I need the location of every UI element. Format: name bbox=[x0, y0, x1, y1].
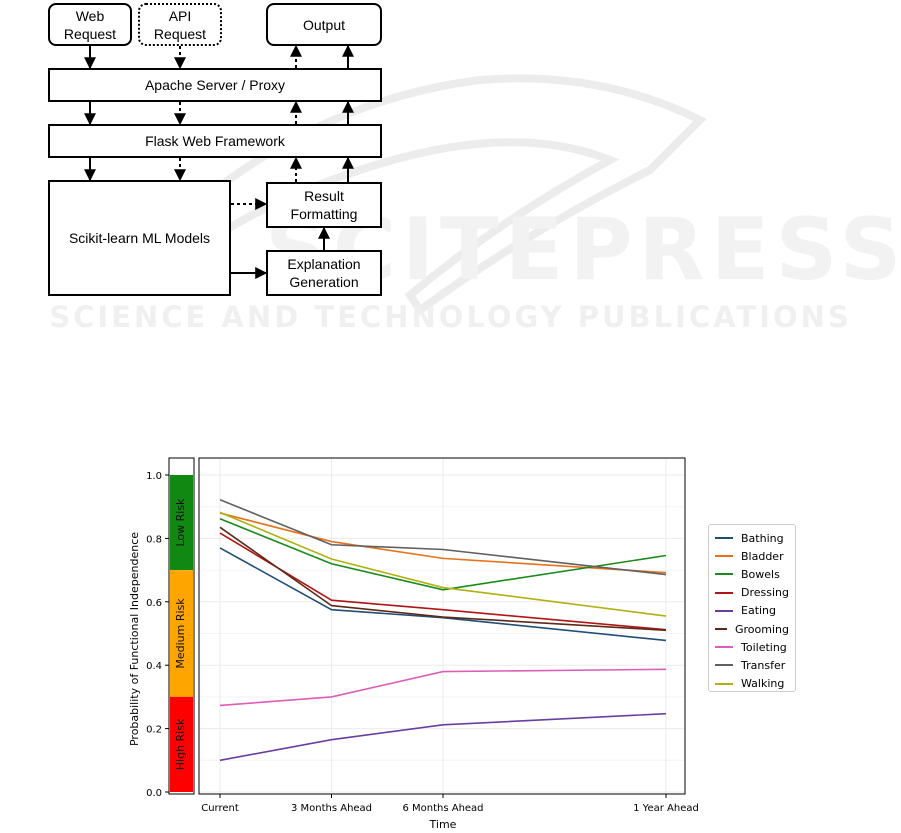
legend-item-eating: Eating bbox=[715, 602, 789, 620]
risk-band-2 bbox=[170, 696, 193, 792]
legend-item-dressing: Dressing bbox=[715, 584, 789, 602]
legend-item-toileting: Toileting bbox=[715, 638, 789, 656]
y-tick-label: 1.0 bbox=[146, 471, 162, 482]
flask-framework-box: Flask Web Framework bbox=[48, 124, 382, 158]
web-request-box: Web Request bbox=[48, 3, 132, 46]
series-line-bowels bbox=[219, 518, 667, 591]
risk-band-label: Low Risk bbox=[174, 498, 187, 547]
legend-label: Eating bbox=[741, 604, 777, 618]
legend-swatch bbox=[715, 682, 733, 685]
x-tick-label: Current bbox=[201, 803, 239, 814]
legend-item-bladder: Bladder bbox=[715, 547, 789, 565]
legend-label: Toileting bbox=[741, 640, 787, 654]
legend-swatch bbox=[715, 591, 733, 594]
legend-label: Walking bbox=[741, 677, 785, 691]
series-line-grooming bbox=[219, 526, 667, 632]
legend-label: Grooming bbox=[735, 622, 789, 636]
risk-band-0 bbox=[170, 475, 193, 571]
risk-panel-frame bbox=[168, 457, 195, 795]
legend-item-transfer: Transfer bbox=[715, 656, 789, 674]
risk-band-1 bbox=[170, 570, 193, 697]
legend-swatch bbox=[715, 573, 733, 576]
legend-label: Dressing bbox=[741, 586, 789, 600]
output-box: Output bbox=[266, 3, 382, 46]
ml-models-box: Scikit-learn ML Models bbox=[48, 180, 231, 296]
legend-label: Transfer bbox=[741, 658, 786, 672]
legend-swatch bbox=[715, 646, 733, 649]
y-tick-label: 0.0 bbox=[146, 788, 162, 799]
legend-label: Bladder bbox=[741, 549, 784, 563]
chart-legend: Bathing Bladder Bowels Dressing Eating Groomi… bbox=[708, 524, 796, 692]
legend-label: Bowels bbox=[741, 567, 780, 581]
explanation-generation-box: Explanation Generation bbox=[266, 250, 382, 296]
x-tick-label: 3 Months Ahead bbox=[291, 803, 372, 814]
legend-swatch bbox=[715, 609, 733, 612]
risk-band-label: High Risk bbox=[174, 718, 187, 770]
legend-swatch bbox=[715, 537, 733, 540]
legend-swatch bbox=[715, 664, 733, 667]
result-formatting-box: Result Formatting bbox=[266, 182, 382, 228]
legend-item-walking: Walking bbox=[715, 675, 789, 693]
legend-item-bowels: Bowels bbox=[715, 565, 789, 583]
legend-swatch bbox=[715, 628, 727, 631]
x-tick-label: 6 Months Ahead bbox=[402, 803, 483, 814]
series-line-transfer bbox=[219, 498, 667, 576]
y-tick-label: 0.6 bbox=[146, 598, 162, 609]
y-axis-label: Probability of Functional Independence bbox=[128, 532, 141, 746]
x-axis-label: Time bbox=[429, 818, 457, 831]
architecture-diagram bbox=[84, 44, 354, 279]
publisher-watermark-logo bbox=[184, 74, 707, 316]
series-line-walking bbox=[219, 511, 667, 617]
series-line-toileting bbox=[219, 668, 667, 707]
legend-item-grooming: Grooming bbox=[715, 620, 789, 638]
y-tick-label: 0.8 bbox=[146, 534, 162, 545]
y-tick-label: 0.4 bbox=[146, 661, 162, 672]
watermark-subtitle: SCIENCE AND TECHNOLOGY PUBLICATIONS bbox=[49, 300, 852, 334]
legend-label: Bathing bbox=[741, 531, 784, 545]
legend-swatch bbox=[715, 555, 733, 558]
risk-band-label: Medium Risk bbox=[174, 598, 187, 669]
x-tick-label: 1 Year Ahead bbox=[633, 803, 699, 814]
api-request-box: API Request bbox=[138, 3, 222, 46]
series-line-eating bbox=[219, 712, 667, 762]
apache-server-box: Apache Server / Proxy bbox=[48, 68, 382, 102]
series-line-bathing bbox=[219, 547, 667, 642]
plot-area-frame bbox=[198, 457, 686, 795]
legend-item-bathing: Bathing bbox=[715, 529, 789, 547]
series-line-bladder bbox=[219, 512, 667, 574]
y-tick-label: 0.2 bbox=[146, 725, 162, 736]
